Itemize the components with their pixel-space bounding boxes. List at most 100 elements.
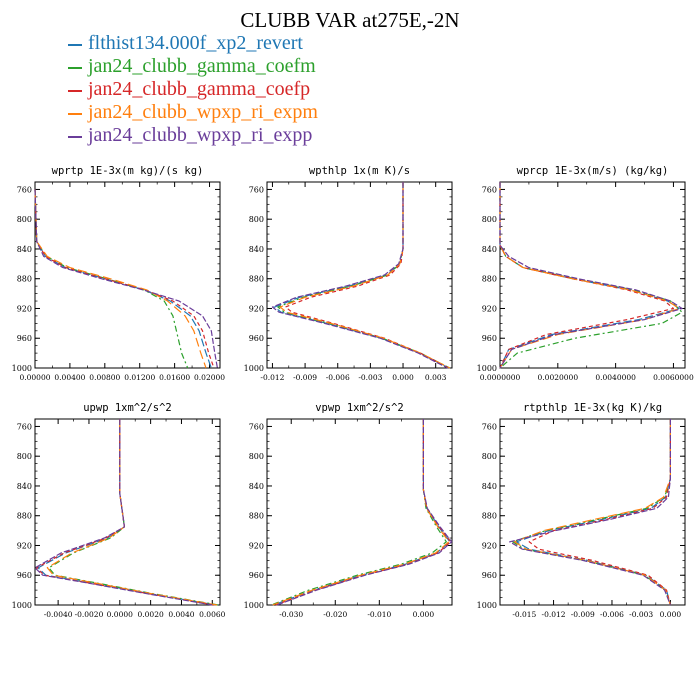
plot-frame — [266, 181, 453, 369]
y-tick-label: 960 — [17, 334, 32, 343]
legend-item: flthist134.000f_xp2_revert — [68, 32, 318, 55]
legend-item: jan24_clubb_gamma_coefm — [68, 55, 318, 78]
y-tick-label: 920 — [482, 541, 497, 550]
y-tick-label: 800 — [249, 452, 264, 461]
y-tick-label: 960 — [17, 571, 32, 580]
y-tick-label: 760 — [249, 422, 264, 431]
legend-swatch — [68, 66, 82, 69]
x-tick-label: -0.006 — [600, 610, 624, 619]
series-line — [528, 419, 672, 606]
chart-panel: wpthlp 1x(m K)/s7608008408809209601000-0… — [244, 165, 453, 382]
x-tick-label: 0.00800 — [89, 373, 120, 382]
x-tick-label: 0.00000 — [19, 373, 50, 382]
series-line — [34, 419, 213, 606]
y-tick-label: 920 — [249, 304, 264, 313]
y-tick-label: 920 — [249, 541, 264, 550]
panel-title: wprtp 1E-3x(m kg)/(s kg) — [52, 165, 204, 177]
x-tick-label: 0.0020 — [138, 610, 164, 619]
x-tick-label: 0.0000 — [107, 610, 133, 619]
series-line — [515, 419, 672, 606]
x-tick-label: 0.0060000 — [653, 373, 694, 382]
legend-swatch — [68, 89, 82, 92]
y-tick-label: 960 — [249, 334, 264, 343]
x-tick-label: -0.006 — [326, 373, 350, 382]
legend-label: jan24_clubb_gamma_coefm — [88, 55, 316, 77]
y-tick-label: 880 — [482, 512, 497, 521]
chart-panel: wprcp 1E-3x(m/s) (kg/kg) 760 800 840 880 920 9… — [477, 165, 694, 382]
chart-panel: wprtp 1E-3x(m kg)/(s kg) 760 800 840 880 920 9… — [12, 165, 226, 382]
x-tick-label: 0.000 — [392, 373, 414, 382]
x-tick-label: -0.020 — [323, 610, 347, 619]
y-tick-label: 800 — [17, 452, 32, 461]
x-tick-label: 0.0040 — [168, 610, 194, 619]
y-tick-label: 760 — [17, 185, 32, 194]
y-tick-label: 800 — [249, 215, 264, 224]
y-tick-label: 920 — [17, 541, 32, 550]
x-tick-label: 0.000 — [413, 610, 435, 619]
x-tick-label: 0.01200 — [124, 373, 155, 382]
series-line — [499, 182, 680, 369]
x-tick-label: 0.000 — [660, 610, 682, 619]
legend-swatch — [68, 135, 82, 138]
y-tick-label: 1000 — [477, 601, 497, 610]
y-tick-label: 760 — [482, 422, 497, 431]
y-tick-label: 880 — [17, 512, 32, 521]
legend-swatch — [68, 112, 82, 115]
x-tick-label: 0.02000 — [194, 373, 225, 382]
series-line — [274, 182, 449, 369]
plot-frame — [499, 418, 686, 606]
x-tick-label: -0.003 — [629, 610, 653, 619]
legend: flthist134.000f_xp2_revert jan24_clubb_g… — [68, 32, 318, 147]
series-line — [277, 182, 451, 369]
y-tick-label: 800 — [482, 215, 497, 224]
y-tick-label: 1000 — [244, 364, 264, 373]
y-tick-label: 880 — [249, 275, 264, 284]
legend-swatch — [68, 43, 82, 46]
y-tick-label: 1000 — [12, 364, 32, 373]
x-tick-label: -0.009 — [293, 373, 317, 382]
y-tick-label: 800 — [482, 452, 497, 461]
x-tick-label: -0.0040 — [44, 610, 73, 619]
series-line — [271, 182, 448, 369]
y-tick-label: 880 — [482, 275, 497, 284]
x-tick-label: 0.0020000 — [538, 373, 579, 382]
panel-title: upwp 1xm^2/s^2 — [83, 402, 172, 414]
legend-item: jan24_clubb_wpxp_ri_expp — [68, 124, 318, 147]
y-tick-label: 840 — [482, 245, 497, 254]
y-tick-label: 840 — [17, 482, 32, 491]
chart-panel: upwp 1xm^2/s^2 760 800 840 880 920 960 1000 -0.0… — [12, 402, 226, 619]
x-tick-label: 0.00400 — [54, 373, 85, 382]
legend-label: jan24_clubb_wpxp_ri_expm — [88, 101, 318, 123]
y-tick-label: 760 — [482, 185, 497, 194]
x-tick-label: 0.0060 — [199, 610, 225, 619]
chart-panel: rtpthlp 1E-3x(kg K)/kg 760 800 840 880 920 960… — [477, 402, 686, 619]
y-tick-label: 800 — [17, 215, 32, 224]
series-line — [499, 182, 680, 369]
series-line — [284, 182, 449, 369]
series-line — [34, 189, 212, 369]
plot-frame — [34, 181, 221, 369]
series-line — [34, 189, 189, 369]
series-line — [279, 182, 451, 369]
series-line — [499, 182, 683, 369]
panel-title: wpthlp 1x(m K)/s — [309, 165, 410, 177]
series-line — [46, 419, 218, 606]
y-tick-label: 960 — [249, 571, 264, 580]
series-line — [276, 419, 453, 606]
y-tick-label: 840 — [249, 245, 264, 254]
series-line — [271, 419, 447, 606]
panel-title: vpwp 1xm^2/s^2 — [315, 402, 404, 414]
y-tick-label: 840 — [482, 482, 497, 491]
series-line — [34, 189, 215, 369]
y-tick-label: 840 — [17, 245, 32, 254]
y-tick-label: 920 — [482, 304, 497, 313]
y-tick-label: 960 — [482, 571, 497, 580]
figure-title: CLUBB VAR at275E,-2N — [240, 8, 460, 32]
panel-title: rtpthlp 1E-3x(kg K)/kg — [523, 402, 662, 414]
series-line — [499, 182, 683, 369]
legend-label: jan24_clubb_wpxp_ri_expp — [88, 124, 313, 146]
legend-item: jan24_clubb_wpxp_ri_expm — [68, 101, 318, 124]
series-line — [275, 419, 452, 606]
x-tick-label: 0.01600 — [159, 373, 190, 382]
